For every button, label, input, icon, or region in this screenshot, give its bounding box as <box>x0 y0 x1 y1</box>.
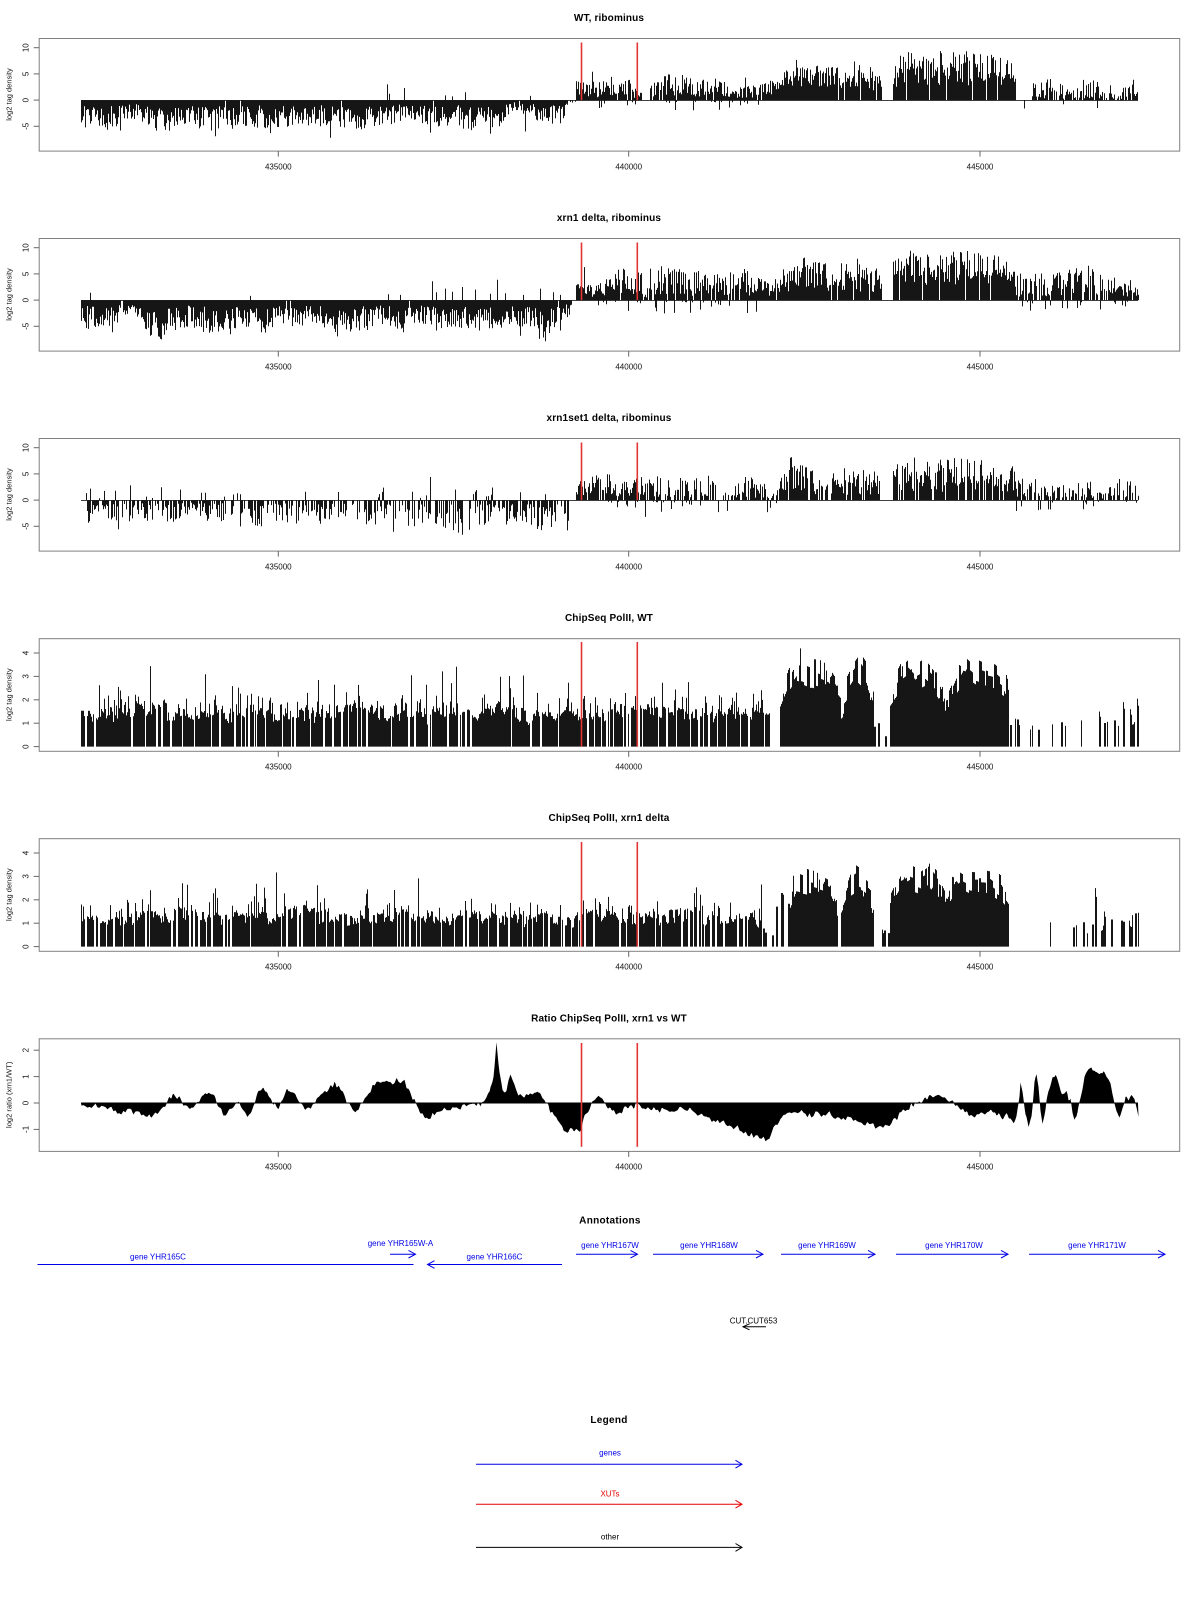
svg-text:440000: 440000 <box>615 963 642 972</box>
svg-text:435000: 435000 <box>265 763 292 772</box>
svg-text:log2 tag density: log2 tag density <box>4 68 13 121</box>
svg-text:Ratio ChipSeq PolII, xrn1 vs W: Ratio ChipSeq PolII, xrn1 vs WT <box>531 1013 687 1024</box>
svg-text:445000: 445000 <box>967 963 994 972</box>
svg-text:gene YHR170W: gene YHR170W <box>925 1241 983 1250</box>
svg-text:ChipSeq PolII, xrn1 delta: ChipSeq PolII, xrn1 delta <box>549 813 670 824</box>
svg-text:gene YHR169W: gene YHR169W <box>798 1241 856 1250</box>
svg-text:445000: 445000 <box>967 763 994 772</box>
svg-text:1: 1 <box>22 1074 31 1079</box>
svg-text:-1: -1 <box>22 1125 31 1133</box>
svg-text:445000: 445000 <box>967 1163 994 1172</box>
svg-text:445000: 445000 <box>967 362 994 371</box>
svg-text:WT, ribominus: WT, ribominus <box>574 13 645 24</box>
svg-text:gene YHR171W: gene YHR171W <box>1068 1241 1126 1250</box>
svg-text:10: 10 <box>22 243 31 252</box>
svg-text:2: 2 <box>22 697 31 702</box>
svg-text:10: 10 <box>22 443 31 452</box>
svg-text:genes: genes <box>599 1449 621 1458</box>
svg-text:440000: 440000 <box>615 162 642 171</box>
svg-text:-5: -5 <box>22 122 31 130</box>
svg-text:3: 3 <box>22 874 31 879</box>
svg-text:10: 10 <box>22 43 31 52</box>
svg-text:440000: 440000 <box>615 562 642 571</box>
svg-text:4: 4 <box>22 850 31 855</box>
svg-text:0: 0 <box>22 744 31 749</box>
svg-text:-5: -5 <box>22 522 31 530</box>
svg-text:gene YHR166C: gene YHR166C <box>467 1253 523 1262</box>
svg-text:XUTs: XUTs <box>600 1490 619 1499</box>
svg-text:435000: 435000 <box>265 562 292 571</box>
svg-text:log2 ratio (xrn1/WT): log2 ratio (xrn1/WT) <box>4 1061 13 1128</box>
svg-text:other: other <box>601 1533 620 1542</box>
svg-text:gene YHR165W-A: gene YHR165W-A <box>368 1239 434 1248</box>
svg-text:-5: -5 <box>22 322 31 330</box>
svg-text:gene YHR165C: gene YHR165C <box>130 1253 186 1262</box>
svg-text:435000: 435000 <box>265 963 292 972</box>
svg-text:log2 tag density: log2 tag density <box>4 868 13 921</box>
svg-text:xrn1 delta, ribominus: xrn1 delta, ribominus <box>557 213 662 224</box>
svg-text:gene YHR167W: gene YHR167W <box>581 1241 639 1250</box>
svg-text:0: 0 <box>22 497 31 502</box>
svg-text:3: 3 <box>22 674 31 679</box>
svg-text:log2 tag density: log2 tag density <box>4 268 13 321</box>
svg-text:Annotations: Annotations <box>579 1216 641 1227</box>
svg-text:xrn1set1 delta, ribominus: xrn1set1 delta, ribominus <box>547 413 672 424</box>
svg-text:5: 5 <box>22 71 31 76</box>
svg-text:Legend: Legend <box>590 1415 627 1426</box>
svg-text:435000: 435000 <box>265 162 292 171</box>
svg-text:440000: 440000 <box>615 763 642 772</box>
svg-text:1: 1 <box>22 720 31 725</box>
svg-text:0: 0 <box>22 1100 31 1105</box>
svg-text:440000: 440000 <box>615 362 642 371</box>
svg-text:log2 tag density: log2 tag density <box>4 668 13 721</box>
svg-text:445000: 445000 <box>967 162 994 171</box>
svg-text:2: 2 <box>22 1047 31 1052</box>
svg-text:4: 4 <box>22 650 31 655</box>
svg-text:0: 0 <box>22 97 31 102</box>
svg-text:gene YHR168W: gene YHR168W <box>680 1241 738 1250</box>
svg-text:440000: 440000 <box>615 1163 642 1172</box>
svg-text:1: 1 <box>22 920 31 925</box>
svg-text:5: 5 <box>22 471 31 476</box>
svg-text:0: 0 <box>22 297 31 302</box>
svg-text:435000: 435000 <box>265 1163 292 1172</box>
svg-text:log2 tag density: log2 tag density <box>4 468 13 521</box>
svg-text:2: 2 <box>22 897 31 902</box>
svg-text:445000: 445000 <box>967 562 994 571</box>
svg-text:ChipSeq PolII, WT: ChipSeq PolII, WT <box>565 613 653 624</box>
svg-text:CUT.CUT653: CUT.CUT653 <box>730 1317 778 1326</box>
svg-text:0: 0 <box>22 944 31 949</box>
svg-text:435000: 435000 <box>265 362 292 371</box>
svg-text:5: 5 <box>22 271 31 276</box>
